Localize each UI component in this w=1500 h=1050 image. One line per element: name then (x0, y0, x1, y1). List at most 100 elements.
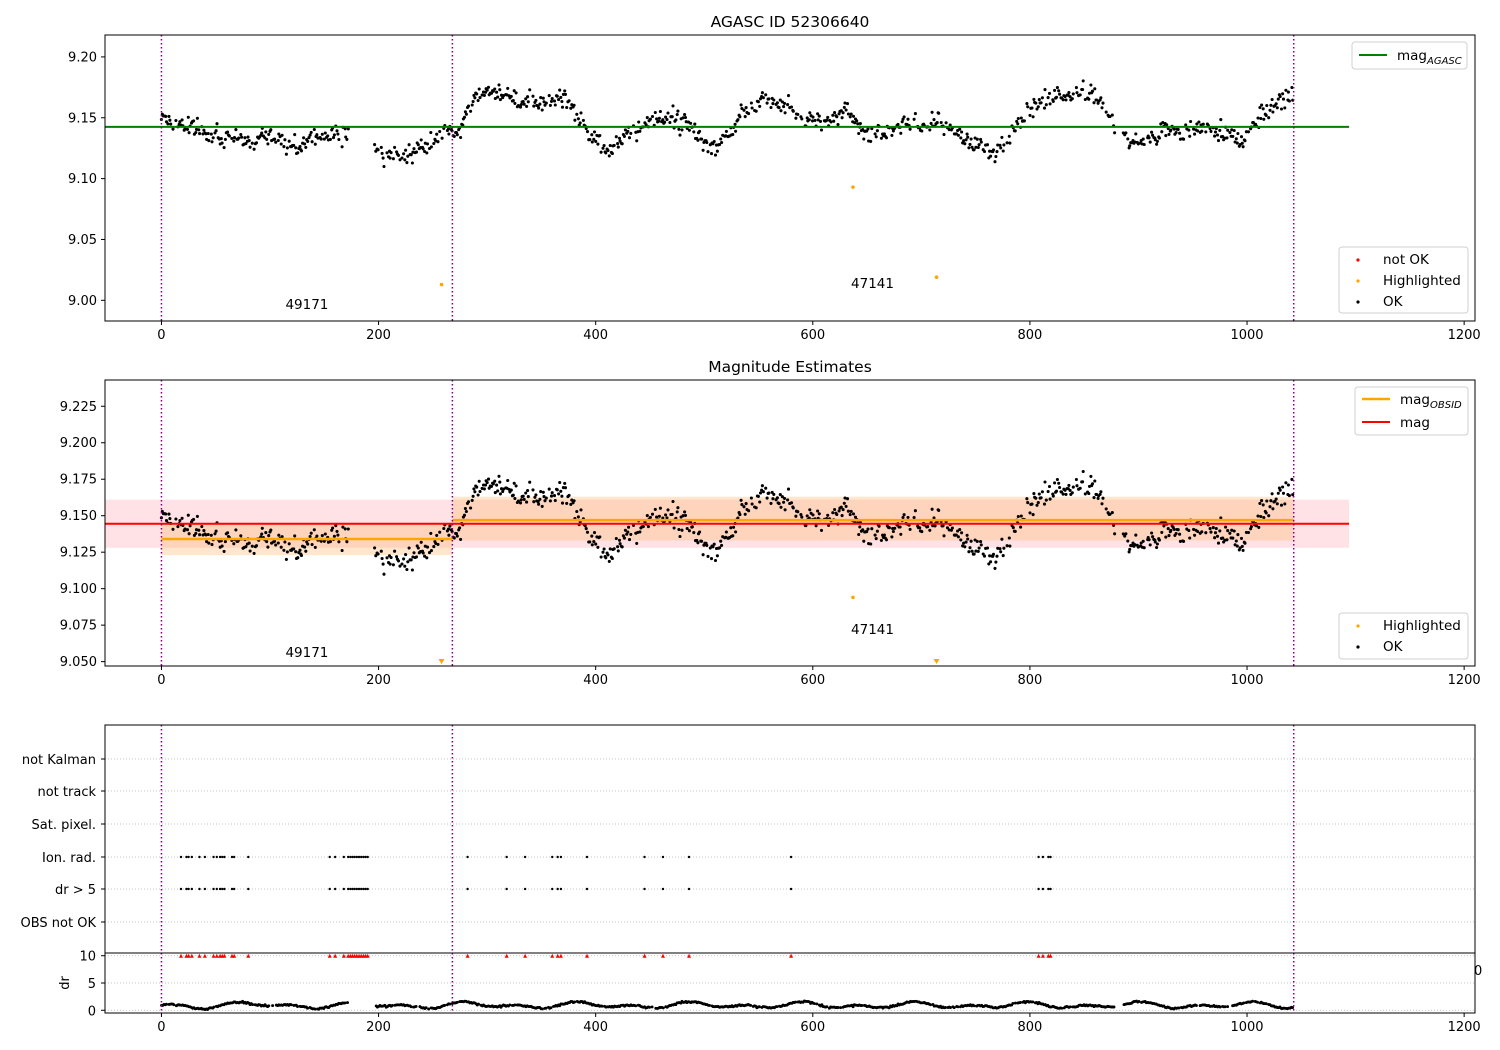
ok-point (315, 534, 319, 538)
ok-point (1200, 129, 1204, 133)
ok-point (1262, 516, 1266, 520)
ok-point (405, 161, 409, 165)
ok-point (171, 527, 175, 531)
dr-capped-marker (465, 953, 470, 958)
dr-point (948, 1006, 952, 1010)
x-tick-label: 0 (157, 1020, 165, 1035)
ok-point (754, 109, 758, 113)
dr-ylabel: dr (58, 976, 73, 990)
ok-point (335, 129, 339, 133)
ok-point (999, 550, 1003, 554)
ok-point (1100, 106, 1104, 110)
offscale-marker (933, 659, 940, 664)
flag-point (362, 855, 365, 859)
flag-point (357, 855, 361, 859)
ok-point (808, 508, 812, 512)
magnitude-marks (105, 380, 1350, 666)
ok-point (1264, 113, 1268, 117)
ok-point (1013, 529, 1017, 533)
ok-point (1126, 539, 1130, 543)
ok-point (709, 152, 714, 156)
ok-point (629, 532, 633, 536)
ok-point (769, 501, 773, 505)
ok-point (1281, 485, 1285, 489)
ok-point (462, 513, 467, 517)
ok-point (513, 101, 517, 105)
ok-point (720, 140, 724, 145)
ok-point (700, 539, 704, 543)
ok-point (607, 559, 611, 563)
y-tick-label: 9.100 (60, 582, 97, 597)
ok-point (782, 101, 787, 105)
ok-point (1188, 134, 1192, 138)
ok-point (641, 525, 645, 529)
ok-point (979, 543, 983, 547)
ok-point (1048, 102, 1052, 106)
ok-point (598, 133, 602, 138)
ok-point (379, 145, 383, 149)
ok-point (1221, 134, 1225, 139)
ok-point (1019, 525, 1023, 529)
ok-point (966, 537, 970, 541)
magnitude-panel-frame (104, 379, 1476, 667)
dr-capped-marker (555, 953, 560, 958)
ok-point (677, 527, 681, 532)
ok-point (299, 553, 304, 558)
ok-point (855, 119, 859, 123)
ok-point (493, 491, 497, 495)
ok-point (1001, 554, 1005, 558)
ok-point (579, 111, 583, 115)
dr-point (1060, 1006, 1064, 1010)
ok-point (167, 512, 171, 516)
ok-point (560, 501, 565, 505)
ok-point (1193, 533, 1197, 537)
ok-point (1290, 85, 1294, 90)
ok-point (681, 514, 685, 518)
ok-point (346, 527, 350, 531)
ok-point (462, 115, 467, 119)
ok-point (979, 540, 983, 544)
flags-ticks: not Kalman not track Sat. pixel. Ion. rad. d… (21, 753, 105, 931)
ok-point (826, 513, 830, 517)
ok-point (421, 551, 425, 555)
dr-capped-marker (333, 953, 338, 958)
ok-point (899, 131, 903, 135)
dr-capped-marker (1036, 953, 1041, 958)
dr-capped-marker (211, 953, 216, 958)
flag-point (232, 887, 236, 891)
ok-point (655, 117, 659, 121)
ok-point (1192, 527, 1196, 531)
ok-point (967, 146, 971, 150)
ok-point (899, 532, 903, 536)
ok-point (712, 542, 716, 546)
ok-point (1260, 499, 1264, 503)
ok-point (489, 91, 494, 95)
ok-point (988, 149, 992, 153)
flag-point (661, 855, 665, 859)
flag-point (342, 887, 346, 891)
ok-point (522, 497, 526, 501)
ok-point (964, 540, 968, 544)
ok-point (205, 540, 209, 544)
ok-point (778, 493, 782, 497)
ok-point (1243, 139, 1247, 143)
ok-point (1032, 97, 1036, 101)
ok-point (195, 514, 199, 518)
ok-point (446, 127, 451, 131)
dr-point (972, 1004, 976, 1008)
ok-point (875, 529, 879, 533)
ok-point (637, 120, 641, 124)
ok-point (526, 495, 530, 499)
ok-point (1269, 499, 1273, 503)
ok-point (548, 103, 552, 107)
ok-point (429, 145, 433, 149)
ok-point (1228, 130, 1232, 135)
ok-point (209, 533, 213, 537)
ok-point (282, 145, 286, 149)
ok-point (1211, 526, 1215, 530)
ok-point (856, 122, 860, 126)
flag-point (223, 887, 226, 891)
ok-point (1054, 489, 1059, 493)
ok-point (171, 127, 175, 131)
ok-point (1271, 507, 1275, 511)
